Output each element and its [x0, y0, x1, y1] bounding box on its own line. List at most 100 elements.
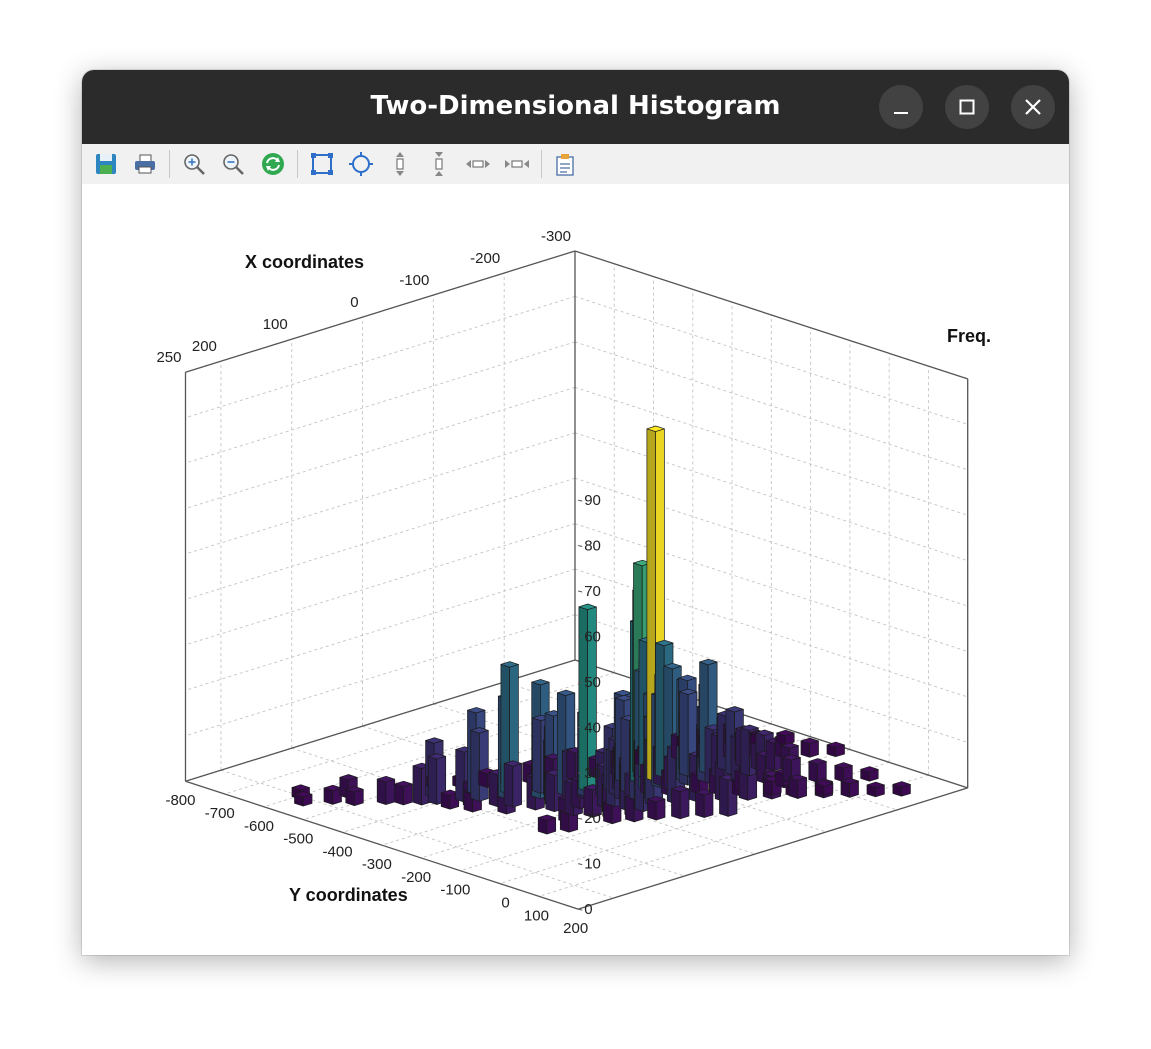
- toolbar: [82, 144, 1069, 184]
- bar-face: [403, 783, 413, 806]
- z-tick-label: 30: [584, 765, 601, 782]
- z-tick-mark: [578, 817, 583, 820]
- zoom-vertical-out-button[interactable]: [425, 150, 453, 178]
- print-button[interactable]: [131, 150, 159, 178]
- bar-top: [339, 774, 358, 781]
- zoom-out-button[interactable]: [219, 150, 247, 178]
- y-tick-label: -600: [244, 818, 274, 835]
- reset-button[interactable]: [259, 150, 287, 178]
- toolbar-separator: [297, 150, 298, 178]
- bar-top: [291, 784, 310, 791]
- histogram-bar: [294, 791, 313, 807]
- bar-face: [532, 717, 542, 794]
- bar-face: [695, 791, 705, 818]
- z-tick-label: 0: [584, 901, 592, 918]
- bar-face: [559, 810, 570, 833]
- wall-gridline-z: [185, 296, 576, 419]
- floor-gridline-y: [538, 774, 929, 897]
- histogram-bar: [394, 780, 413, 806]
- z-tick-label: 80: [584, 538, 601, 555]
- bar-top: [647, 795, 666, 803]
- wall-gridline-z: [185, 341, 576, 464]
- z-tick-label: 60: [584, 628, 601, 645]
- bar-top: [345, 786, 364, 793]
- fit-icon: [311, 153, 333, 175]
- bar-face: [679, 691, 689, 777]
- x-tick-label: 100: [263, 316, 288, 333]
- y-tick-label: -700: [205, 805, 235, 822]
- wall-gridline-z: [574, 523, 968, 652]
- z-tick-label: 10: [584, 856, 601, 873]
- bar-top: [788, 774, 807, 781]
- histogram-bar: [440, 789, 460, 810]
- bar-top: [840, 777, 859, 785]
- maximize-button[interactable]: [945, 85, 989, 129]
- histogram-bar: [892, 781, 911, 797]
- bar-face: [427, 755, 438, 805]
- title-bar[interactable]: Two-Dimensional Histogram: [82, 70, 1069, 144]
- bar-top: [808, 758, 827, 765]
- histogram-bar: [470, 727, 489, 802]
- bar-top: [834, 762, 853, 769]
- histogram-bar: [808, 758, 827, 783]
- z-tick-label: 40: [584, 719, 601, 736]
- bar-top: [866, 781, 885, 789]
- properties-button[interactable]: [552, 150, 580, 178]
- properties-icon: [556, 154, 574, 176]
- histogram-bar: [345, 786, 364, 807]
- histogram-window: Two-Dimensional Histogram: [82, 70, 1069, 955]
- histogram-bar: [376, 775, 396, 805]
- x-tick-label: 200: [192, 338, 217, 355]
- close-button[interactable]: [1011, 85, 1055, 129]
- wall-gridline-z: [574, 341, 968, 471]
- bar-face: [376, 778, 387, 805]
- save-button[interactable]: [92, 150, 120, 178]
- window-title: Two-Dimensional Histogram: [370, 91, 781, 121]
- y-tick-label: 0: [501, 895, 509, 912]
- x-axis-label: X coordinates: [245, 252, 364, 272]
- wall-gridline-z: [574, 432, 968, 562]
- histogram-bar: [578, 603, 597, 792]
- fit-button[interactable]: [308, 150, 336, 178]
- y-tick-label: -200: [401, 869, 431, 886]
- bar-top: [860, 766, 879, 773]
- bar-top: [556, 689, 576, 696]
- z-tick-mark: [578, 681, 583, 684]
- histogram-bar: [788, 774, 807, 799]
- zoom-out-icon: [223, 154, 244, 175]
- bar-top: [294, 791, 313, 798]
- bar-top: [800, 737, 819, 745]
- wall-gridline-z: [185, 386, 576, 509]
- bar-top: [500, 661, 519, 668]
- refresh-icon: [262, 153, 284, 175]
- axis-tick-labels: 0 10 20 30 40 50 60 70 80 90 250 200 100 0 -100 -200 -30…: [156, 228, 600, 937]
- minimize-button[interactable]: [879, 85, 923, 129]
- zoom-in-icon: [184, 154, 205, 175]
- bar-face: [808, 761, 818, 783]
- y-tick-label: 100: [524, 907, 549, 924]
- fit-center-button[interactable]: [347, 150, 375, 178]
- bar-face: [488, 771, 499, 808]
- histogram-3d-chart[interactable]: 0 10 20 30 40 50 60 70 80 90 250 200 100 0 -100 -200 -30…: [82, 70, 1069, 955]
- z-tick-mark: [578, 590, 583, 593]
- zoom-in-button[interactable]: [180, 150, 208, 178]
- bar-top: [755, 729, 774, 736]
- histogram-bar: [840, 777, 859, 798]
- histogram-bar: [776, 729, 795, 746]
- zoom-horizontal-out-button[interactable]: [503, 150, 531, 178]
- bar-top: [503, 760, 522, 767]
- histogram-bar: [800, 737, 819, 758]
- bar-top: [394, 780, 413, 788]
- histogram-bar: [815, 780, 834, 796]
- zoom-vertical-in-button[interactable]: [386, 150, 414, 178]
- z-tick-label: 70: [584, 583, 601, 600]
- zoom-horizontal-in-button[interactable]: [464, 150, 492, 178]
- save-icon: [96, 154, 116, 174]
- histogram-bar: [826, 741, 845, 758]
- bar-face: [655, 642, 665, 778]
- bar-top: [537, 814, 557, 821]
- histogram-bar: [834, 762, 853, 783]
- bar-top: [655, 639, 674, 647]
- y-tick-label: -500: [283, 831, 313, 848]
- bar-top: [725, 706, 744, 713]
